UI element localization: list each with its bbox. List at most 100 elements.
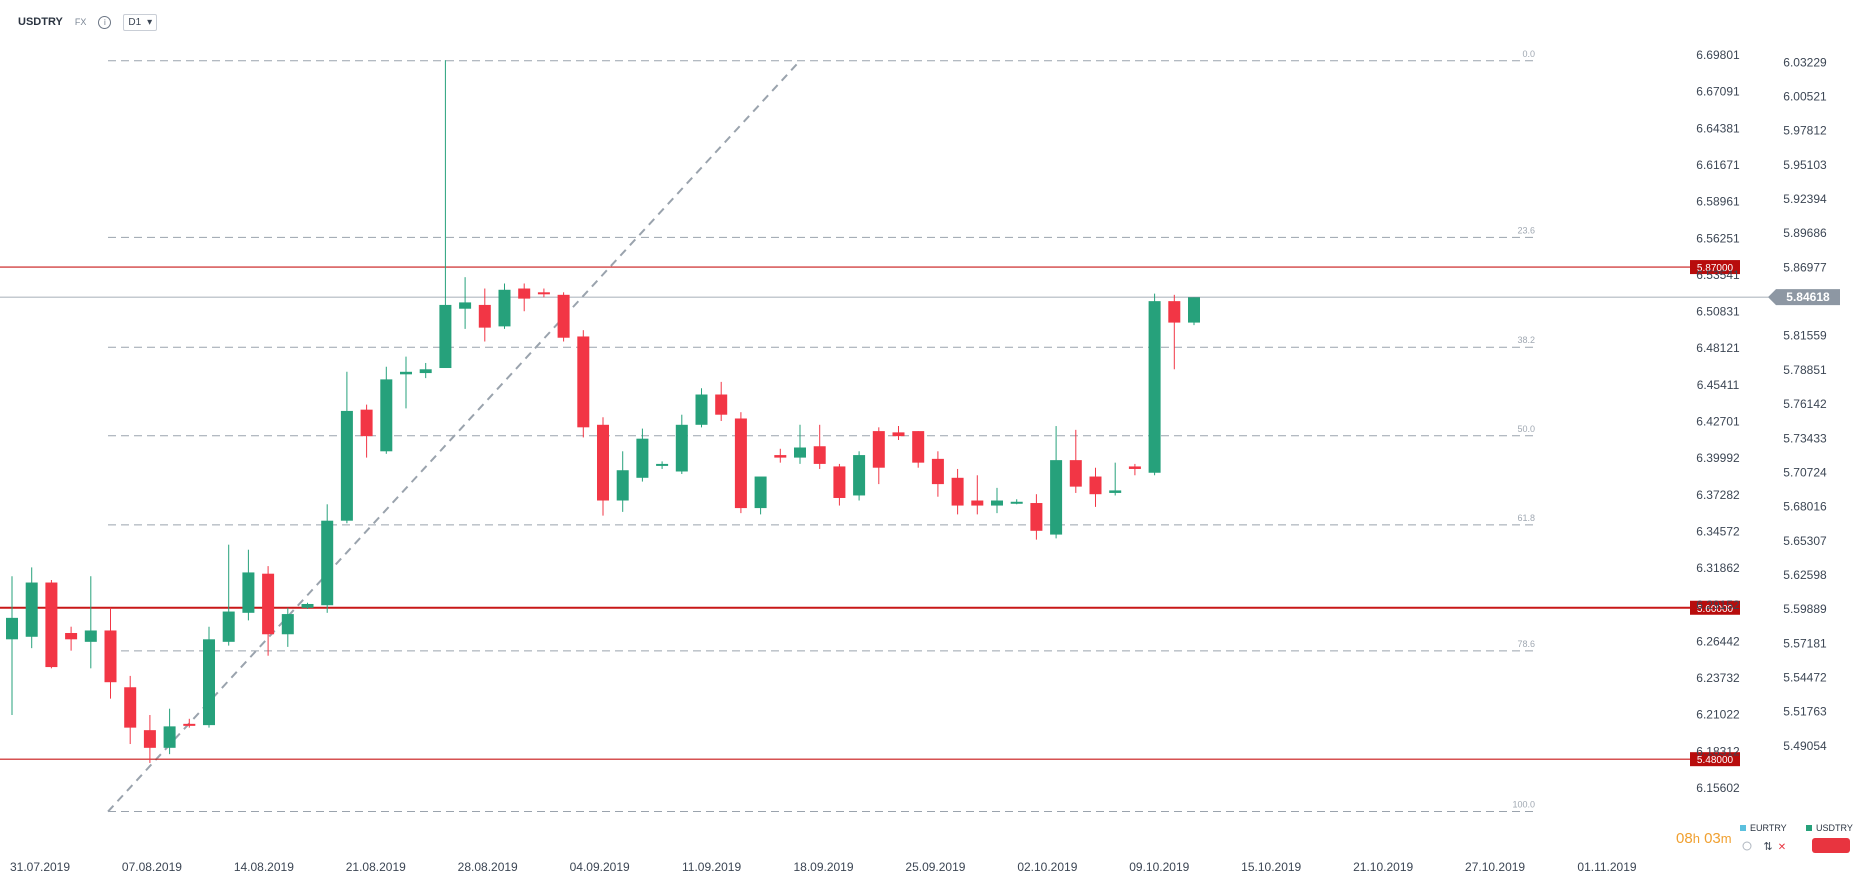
last-price-tag: [1768, 289, 1840, 306]
candle-down[interactable]: [1089, 476, 1102, 495]
candle-up[interactable]: [203, 639, 215, 726]
visibility-icon[interactable]: [1742, 841, 1752, 851]
price-tick-primary: 6.48121: [1696, 341, 1740, 355]
candle-up[interactable]: [301, 603, 314, 608]
candle-down[interactable]: [557, 294, 570, 338]
candle-down[interactable]: [183, 723, 196, 726]
price-tick-secondary: 5.51763: [1783, 705, 1827, 719]
date-tick: 14.08.2019: [234, 860, 294, 874]
candle-up[interactable]: [656, 463, 669, 466]
candle-down[interactable]: [872, 431, 885, 468]
candle-up[interactable]: [616, 470, 629, 501]
candle-up[interactable]: [25, 582, 38, 637]
candle-down[interactable]: [892, 432, 905, 437]
candle-up[interactable]: [1109, 490, 1122, 493]
candle-down[interactable]: [715, 394, 728, 415]
candle-down[interactable]: [833, 466, 846, 498]
candle-down[interactable]: [262, 573, 275, 635]
candle-up[interactable]: [853, 455, 866, 496]
candle-down[interactable]: [143, 730, 156, 748]
date-tick: 28.08.2019: [458, 860, 518, 874]
candle-up[interactable]: [400, 371, 412, 375]
candle-down[interactable]: [518, 288, 531, 299]
candle-down[interactable]: [45, 582, 58, 668]
price-tick-primary: 6.31862: [1696, 561, 1740, 575]
info-icon[interactable]: i: [98, 15, 112, 29]
candle-up[interactable]: [1188, 297, 1200, 323]
candle-up[interactable]: [991, 500, 1003, 506]
countdown-minutes-unit: m: [1720, 831, 1732, 846]
chevron-down-icon: ▾: [147, 16, 153, 28]
candle-down[interactable]: [597, 424, 609, 501]
fib-trend-line[interactable]: [107, 60, 801, 813]
candle-down[interactable]: [1168, 301, 1181, 323]
candle-up[interactable]: [321, 520, 334, 606]
price-tick-secondary: 5.49054: [1783, 739, 1827, 753]
candle-down[interactable]: [65, 632, 78, 640]
candle-up[interactable]: [242, 572, 255, 613]
candle-up[interactable]: [1148, 301, 1161, 473]
candle-down[interactable]: [478, 304, 491, 328]
legend-swatch: [1740, 825, 1746, 831]
candle-down[interactable]: [912, 431, 925, 463]
timeframe-select[interactable]: D1 ▾: [123, 13, 158, 31]
price-tick-secondary: 5.54472: [1783, 671, 1827, 685]
candle-down[interactable]: [104, 630, 117, 683]
candle-up[interactable]: [1010, 501, 1023, 504]
price-tick-primary: 6.18312: [1696, 744, 1740, 758]
candle-down[interactable]: [1069, 460, 1082, 487]
candle-down[interactable]: [951, 477, 964, 506]
candle-down[interactable]: [774, 455, 787, 458]
candle-down[interactable]: [971, 500, 984, 506]
candle-up[interactable]: [340, 410, 353, 521]
candle-up[interactable]: [281, 614, 294, 635]
legend-swatch: [1806, 825, 1812, 831]
candle-up[interactable]: [794, 447, 806, 458]
price-tick-primary: 6.29152: [1696, 598, 1740, 612]
date-tick: 15.10.2019: [1241, 860, 1301, 874]
date-axis: 31.07.2019 07.08.2019 14.08.2019 21.08.2019…: [10, 860, 1637, 874]
candle-down[interactable]: [813, 446, 826, 464]
candle-up[interactable]: [439, 304, 452, 369]
candle-up[interactable]: [419, 369, 432, 374]
candle-down[interactable]: [577, 336, 590, 428]
price-tick-secondary: 5.97812: [1783, 124, 1827, 138]
price-tick-primary: 6.45411: [1697, 378, 1740, 392]
level-price-label: 5.60000: [1697, 604, 1734, 615]
candle-up[interactable]: [675, 424, 688, 472]
fib-level-label: 0.0: [1522, 49, 1535, 59]
date-tick: 07.08.2019: [122, 860, 182, 874]
series-toggle-button[interactable]: [1812, 838, 1850, 853]
candle-down[interactable]: [360, 409, 373, 437]
candle-down[interactable]: [734, 418, 747, 509]
date-tick: 25.09.2019: [905, 860, 965, 874]
candle-up[interactable]: [222, 611, 235, 642]
candle-up[interactable]: [6, 617, 18, 640]
candle-down[interactable]: [1030, 503, 1043, 531]
candle-up[interactable]: [459, 302, 472, 309]
reorder-icon: ⇅: [1763, 841, 1772, 853]
price-tick-secondary: 5.59889: [1783, 602, 1827, 616]
price-tick-primary: 6.15602: [1696, 781, 1740, 795]
candle-down[interactable]: [124, 687, 137, 728]
candle-up[interactable]: [754, 476, 767, 509]
candles: [6, 60, 1200, 763]
candle-up[interactable]: [1050, 460, 1063, 535]
candle-down[interactable]: [1128, 466, 1141, 469]
candle-up[interactable]: [498, 289, 511, 327]
candle-up[interactable]: [380, 379, 393, 452]
symbol-name[interactable]: USDTRY: [18, 16, 63, 28]
candle-down[interactable]: [931, 458, 944, 485]
candle-up[interactable]: [636, 438, 649, 478]
countdown-minutes: 03: [1704, 830, 1721, 847]
date-tick: 02.10.2019: [1017, 860, 1077, 874]
candle-down[interactable]: [537, 292, 550, 295]
price-tick-secondary: 5.76142: [1783, 397, 1827, 411]
candle-up[interactable]: [695, 394, 708, 425]
candle-up[interactable]: [163, 726, 176, 748]
price-tick-primary: 6.61671: [1696, 158, 1740, 172]
price-tick-secondary: 5.89686: [1783, 226, 1827, 240]
candle-up[interactable]: [84, 630, 97, 642]
